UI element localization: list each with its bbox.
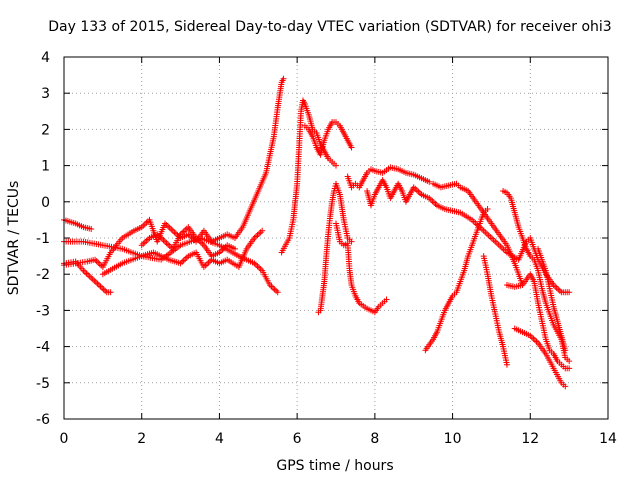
series-track-1 [61, 216, 95, 232]
x-tick-label: 12 [521, 431, 539, 447]
y-tick-label: -2 [36, 267, 50, 283]
series-track-8 [301, 119, 355, 158]
series-track-18 [503, 271, 573, 372]
series-track-9 [315, 180, 355, 316]
x-tick-label: 0 [60, 431, 69, 447]
series-track-6 [138, 224, 238, 260]
series-track-14 [422, 206, 491, 354]
series-track-11 [344, 164, 433, 191]
y-tick-label: -4 [36, 340, 50, 356]
data-point-marker [280, 75, 287, 82]
x-tick-label: 10 [444, 431, 462, 447]
axis-ticks [63, 56, 609, 420]
series-track-17 [511, 325, 569, 390]
y-tick-label: 2 [41, 122, 50, 138]
x-axis-label: GPS time / hours [276, 458, 393, 474]
y-tick-label: 1 [41, 159, 50, 175]
y-tick-label: -3 [36, 303, 50, 319]
data-point-marker [566, 358, 573, 365]
data-point-marker [426, 178, 433, 185]
series-track-4 [61, 75, 287, 270]
chart-title: Day 133 of 2015, Sidereal Day-to-day VTE… [48, 19, 611, 35]
data-point-marker [562, 383, 569, 390]
data-point-marker [566, 365, 573, 372]
data-point-marker [231, 245, 238, 252]
x-tick-label: 8 [370, 431, 379, 447]
data-point-marker [88, 225, 95, 232]
data-point-marker [274, 289, 281, 296]
y-tick-label: -5 [36, 376, 50, 392]
data-point-marker [503, 361, 510, 368]
y-tick-label: 3 [41, 86, 50, 102]
series-track-7 [278, 97, 339, 256]
series-track-19 [535, 245, 569, 354]
data-point-marker [107, 289, 114, 296]
x-tick-label: 2 [137, 431, 146, 447]
series-track-10 [333, 220, 390, 316]
data-point-marker [566, 289, 573, 296]
data-point-marker [348, 238, 355, 245]
y-tick-label: -6 [36, 412, 50, 428]
y-tick-label: 0 [41, 195, 50, 211]
series-track-15 [480, 253, 510, 368]
data-point-marker [333, 162, 339, 169]
data-point-marker [383, 296, 390, 303]
y-tick-label: -1 [36, 231, 50, 247]
series-track-5 [99, 227, 266, 278]
series-track-3 [61, 258, 114, 296]
y-tick-label: 4 [41, 50, 50, 66]
data-point-marker [484, 206, 491, 213]
data-point-marker [259, 227, 266, 234]
x-tick-label: 14 [599, 431, 617, 447]
y-axis-label: SDTVAR / TECUs [6, 181, 22, 296]
x-tick-label: 4 [215, 431, 224, 447]
data-marks [61, 75, 573, 390]
data-point-marker [562, 347, 569, 354]
data-point-marker [348, 144, 355, 151]
x-tick-label: 6 [293, 431, 302, 447]
